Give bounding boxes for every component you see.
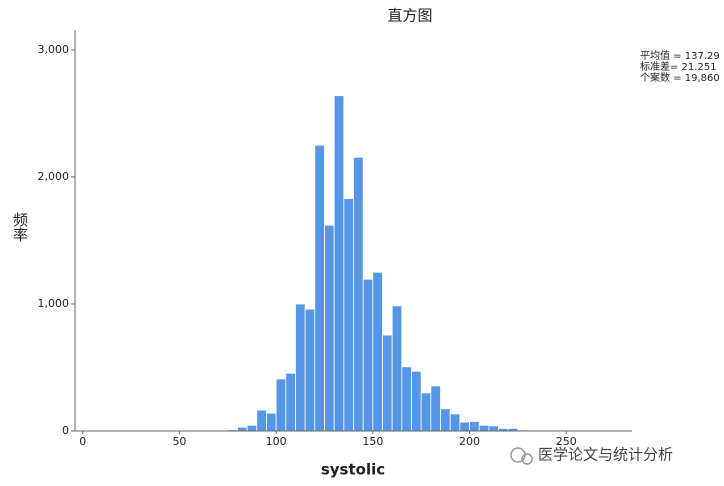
y-tick-label: 1,000 <box>38 297 70 310</box>
chart-title: 直方图 <box>387 7 432 25</box>
x-tick-label: 50 <box>172 435 186 448</box>
bar <box>246 424 258 432</box>
bar <box>478 424 490 432</box>
bar <box>469 421 480 432</box>
bar <box>285 372 296 432</box>
bar <box>449 413 461 432</box>
bar <box>401 366 412 432</box>
bar <box>420 392 432 432</box>
stat-annotation: 平均值 = 137.29 <box>640 49 720 62</box>
bar <box>391 305 403 432</box>
bar <box>304 308 316 432</box>
bar <box>362 278 374 432</box>
y-tick-label: 0 <box>62 424 69 437</box>
y-tick-label: 3,000 <box>38 43 70 56</box>
bar <box>430 385 441 432</box>
bar <box>488 425 499 432</box>
bar <box>411 370 422 432</box>
watermark-icon <box>510 447 533 465</box>
bar <box>266 412 277 432</box>
bar <box>333 95 345 432</box>
bar <box>237 426 248 432</box>
bar <box>382 334 393 432</box>
x-tick-label: 250 <box>556 435 577 448</box>
bar <box>343 198 354 432</box>
stat-annotation: 个案数 = 19,860 <box>640 71 720 84</box>
bar <box>314 144 325 432</box>
bar <box>372 271 383 432</box>
bar <box>440 408 451 432</box>
bar <box>459 421 470 432</box>
y-tick-label: 2,000 <box>38 170 70 183</box>
x-tick-label: 150 <box>362 435 383 448</box>
bar <box>295 303 306 432</box>
bar <box>256 409 267 432</box>
watermark: 医学论文与统计分析 <box>538 446 673 464</box>
x-tick-label: 100 <box>266 435 287 448</box>
stat-annotation: 标准差= 21.251 <box>640 60 717 73</box>
bar <box>353 156 364 432</box>
y-axis-label: 频率 <box>11 212 29 242</box>
bar <box>275 378 287 432</box>
x-tick-label: 200 <box>459 435 480 448</box>
x-tick-label: 0 <box>79 435 86 448</box>
bar <box>324 224 335 432</box>
x-axis-label: systolic <box>321 461 385 479</box>
